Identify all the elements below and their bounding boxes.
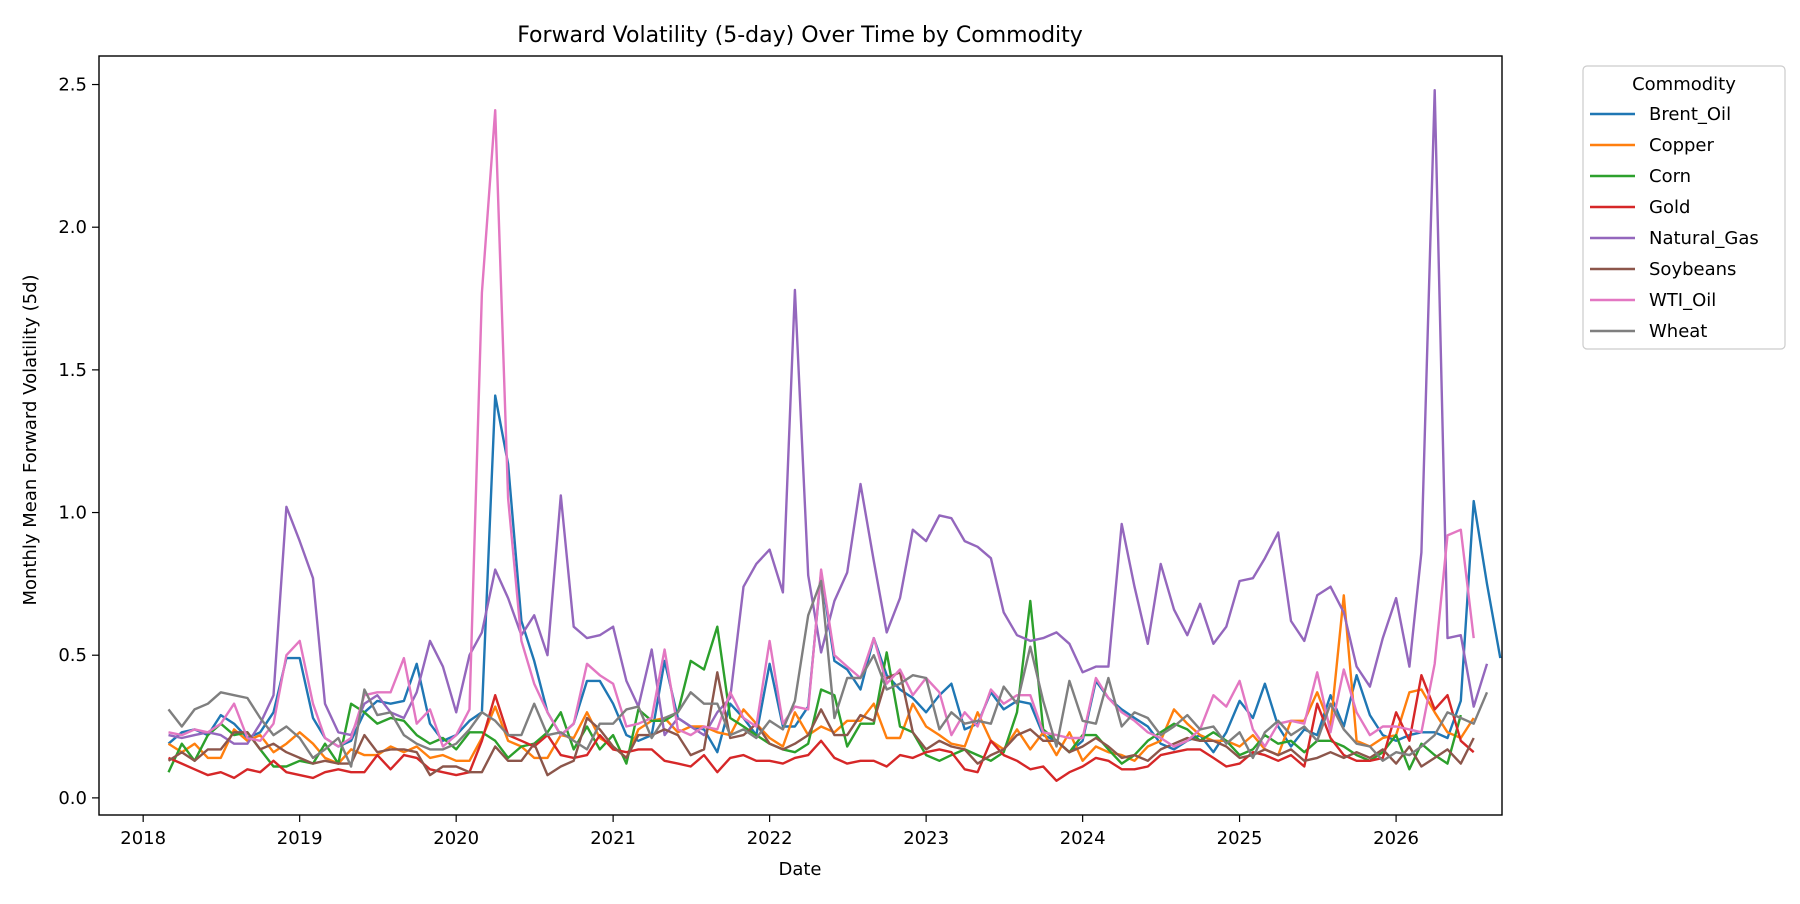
legend-title: Commodity: [1632, 74, 1736, 95]
series-line-corn: [167, 599, 1462, 773]
x-tick-label: 2022: [747, 828, 793, 849]
x-tick-label: 2021: [590, 828, 636, 849]
series-line-brent-oil: [167, 394, 1502, 754]
legend-label-natural-gas: Natural_Gas: [1649, 228, 1759, 249]
x-tick-label: 2023: [903, 828, 949, 849]
y-tick-label: 1.5: [58, 360, 87, 381]
x-tick-label: 2019: [277, 828, 323, 849]
x-tick-label: 2020: [433, 828, 479, 849]
y-tick-label: 2.0: [58, 217, 87, 238]
legend-label-copper: Copper: [1649, 135, 1715, 156]
legend-label-corn: Corn: [1649, 166, 1691, 187]
legend-label-soybeans: Soybeans: [1649, 259, 1736, 280]
plot-frame: [98, 55, 1503, 816]
series-line-wheat: [167, 579, 1489, 768]
y-tick-label: 1.0: [58, 503, 87, 524]
legend-label-wheat: Wheat: [1649, 321, 1707, 342]
x-axis-label: Date: [778, 859, 821, 880]
y-tick-label: 0.0: [58, 788, 87, 809]
series-line-wti-oil: [168, 108, 1475, 748]
y-axis-label: Monthly Mean Forward Volatility (5d): [20, 274, 41, 605]
chart-title: Forward Volatility (5-day) Over Time by …: [517, 23, 1083, 48]
series-line-copper: [167, 594, 1475, 765]
y-tick-label: 0.5: [58, 645, 87, 666]
x-tick-label: 2024: [1060, 828, 1106, 849]
x-tick-label: 2026: [1373, 828, 1419, 849]
x-tick-label: 2018: [120, 828, 166, 849]
legend-label-wti-oil: WTI_Oil: [1649, 290, 1716, 311]
x-tick-label: 2025: [1217, 828, 1263, 849]
y-tick-label: 2.5: [58, 75, 87, 96]
series-line-soybeans: [167, 671, 1475, 777]
legend: Commodity Brent_Oil Copper Corn Gold Natural_…: [1582, 65, 1786, 350]
plot-area: 0.0 0.5 1.0 1.5 2.0 2.5 2018 2019 2020 2021 2022 20…: [58, 55, 1503, 849]
series-line-natural-gas: [168, 88, 1489, 745]
legend-box: [1582, 65, 1786, 350]
legend-label-brent-oil: Brent_Oil: [1649, 104, 1731, 125]
legend-label-gold: Gold: [1649, 197, 1690, 218]
